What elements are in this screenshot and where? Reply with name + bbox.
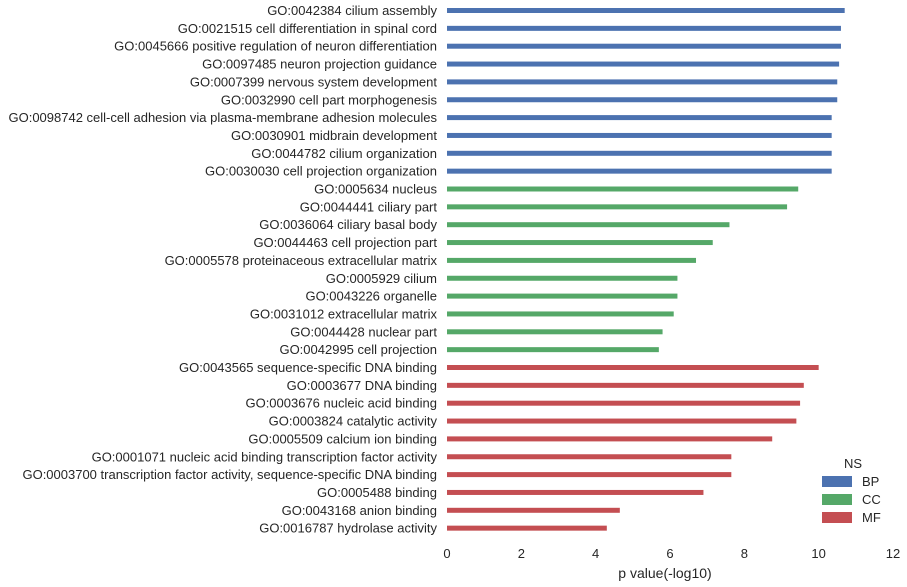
category-label: GO:0045666 positive regulation of neuron… [114, 39, 437, 54]
legend-swatch-bp [822, 476, 852, 487]
bar-mf [447, 472, 732, 478]
category-label: GO:0005634 nucleus [314, 182, 437, 197]
x-tick-label: 12 [886, 546, 900, 561]
category-label: GO:0044441 ciliary part [300, 199, 438, 214]
category-label: GO:0030901 midbrain development [231, 128, 437, 143]
category-label: GO:0021515 cell differentiation in spina… [178, 21, 437, 36]
bar-bp [447, 43, 841, 49]
bar-mf [447, 400, 801, 406]
bar-mf [447, 436, 773, 442]
legend-label-cc: CC [862, 492, 881, 507]
category-label: GO:0044463 cell projection part [253, 235, 437, 250]
bar-cc [447, 293, 678, 299]
legend-swatch-mf [822, 512, 852, 523]
category-label: GO:0016787 hydrolase activity [259, 521, 437, 536]
category-label: GO:0030030 cell projection organization [205, 164, 437, 179]
x-tick-label: 8 [741, 546, 748, 561]
category-label: GO:0001071 nucleic acid binding transcri… [92, 449, 438, 464]
bar-mf [447, 489, 704, 495]
category-label: GO:0003824 catalytic activity [269, 414, 438, 429]
x-tick-label: 0 [443, 546, 450, 561]
bar-cc [447, 329, 663, 335]
category-label: GO:0044782 cilium organization [251, 146, 437, 161]
category-label: GO:0097485 neuron projection guidance [202, 57, 437, 72]
category-label: GO:0031012 extracellular matrix [250, 306, 438, 321]
legend-title: NS [844, 456, 862, 471]
bar-cc [447, 275, 678, 281]
legend: NS BP CC MF [822, 456, 881, 525]
category-label: GO:0003676 nucleic acid binding [245, 396, 437, 411]
legend-entries: BP CC MF [822, 474, 881, 525]
bar-cc [447, 204, 788, 210]
bar-mf [447, 525, 607, 531]
bar-cc [447, 222, 730, 228]
category-label: GO:0043565 sequence-specific DNA binding [179, 360, 437, 375]
bar-bp [447, 115, 832, 121]
bar-cc [447, 311, 674, 317]
bar-bp [447, 61, 840, 67]
x-tick-label: 2 [518, 546, 525, 561]
category-label: GO:0036064 ciliary basal body [259, 217, 437, 232]
category-label: GO:0043226 organelle [305, 289, 437, 304]
bar-bp [447, 150, 832, 156]
category-label: GO:0005929 cilium [326, 271, 437, 286]
bar-mf [447, 365, 819, 370]
bar-mf [447, 418, 797, 424]
bar-cc [447, 347, 659, 353]
category-label: GO:0005578 proteinaceous extracellular m… [165, 253, 438, 268]
x-tick-label: 10 [811, 546, 825, 561]
category-label: GO:0043168 anion binding [282, 503, 437, 518]
bar-cc [447, 257, 697, 263]
category-label: GO:0042384 cilium assembly [267, 3, 437, 18]
x-axis-title: p value(-log10) [618, 565, 711, 581]
bar-mf [447, 507, 620, 513]
bar-bp [447, 79, 838, 85]
category-label: GO:0042995 cell projection [279, 342, 437, 357]
bar-bp [447, 25, 841, 31]
category-label: GO:0044428 nuclear part [290, 324, 437, 339]
category-label: GO:0005488 binding [317, 485, 437, 500]
bar-group [447, 8, 845, 531]
category-label: GO:0007399 nervous system development [190, 74, 438, 89]
bar-mf [447, 454, 732, 460]
category-labels: GO:0042384 cilium assembly GO:0021515 cel… [8, 3, 437, 536]
category-label: GO:0032990 cell part morphogenesis [221, 92, 438, 107]
bar-cc [447, 240, 713, 246]
bar-mf [447, 382, 804, 388]
legend-label-mf: MF [862, 510, 881, 525]
x-tick-label: 4 [592, 546, 599, 561]
x-tick-label: 6 [666, 546, 673, 561]
bar-bp [447, 168, 832, 174]
bar-bp [447, 8, 845, 13]
bar-bp [447, 132, 832, 138]
bar-bp [447, 97, 838, 103]
legend-label-bp: BP [862, 474, 879, 489]
x-axis-ticks: 0 2 4 6 8 10 12 [443, 546, 900, 561]
category-label: GO:0005509 calcium ion binding [248, 431, 437, 446]
category-label: GO:0003677 DNA binding [287, 378, 437, 393]
legend-swatch-cc [822, 494, 852, 505]
bar-cc [447, 186, 799, 192]
category-label: GO:0098742 cell-cell adhesion via plasma… [8, 110, 437, 125]
category-label: GO:0003700 transcription factor activity… [22, 467, 437, 482]
